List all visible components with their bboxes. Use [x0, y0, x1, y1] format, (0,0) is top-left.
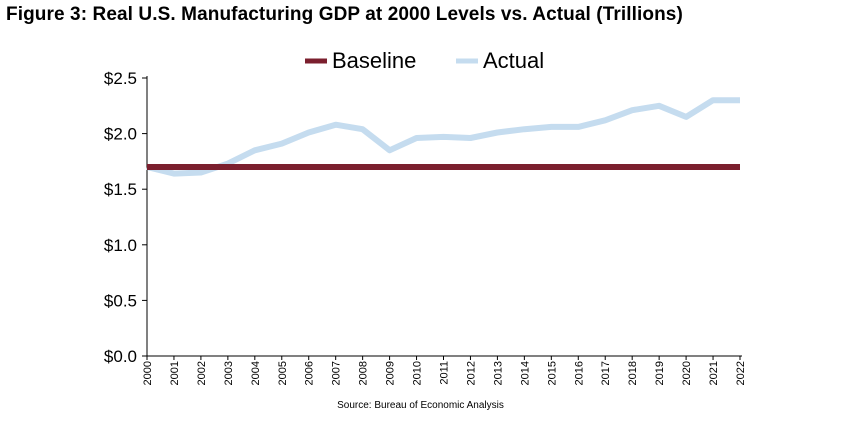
- x-tick-label: 2001: [169, 361, 181, 385]
- y-tick-label: $1.0: [104, 236, 137, 255]
- x-tick-label: 2017: [600, 361, 612, 385]
- y-tick-label: $2.0: [104, 125, 137, 144]
- y-tick-label: $1.5: [104, 180, 137, 199]
- x-tick-label: 2000: [142, 361, 154, 385]
- x-tick-label: 2021: [708, 361, 720, 385]
- x-axis: 2000 2001 2002 2003 2004 2005 2006 2007 2008 2009…: [142, 355, 747, 385]
- legend: Baseline Actual: [305, 48, 544, 73]
- x-tick-label: 2004: [250, 361, 262, 385]
- x-tick-label: 2008: [358, 361, 370, 385]
- x-tick-label: 2002: [196, 361, 208, 385]
- x-tick-label: 2018: [627, 361, 639, 385]
- x-tick-label: 2005: [277, 361, 289, 385]
- x-tick-label: 2011: [439, 361, 451, 385]
- x-tick-label: 2020: [681, 361, 693, 385]
- y-tick-label: $0.0: [104, 347, 137, 366]
- x-tick-label: 2007: [331, 361, 343, 385]
- y-axis: $0.0 $0.5 $1.0 $1.5 $2.0 $2.5: [104, 69, 148, 366]
- x-tick-label: 2015: [546, 361, 558, 385]
- x-tick-label: 2003: [223, 361, 235, 385]
- x-tick-label: 2019: [654, 361, 666, 385]
- x-tick-label: 2014: [519, 361, 531, 385]
- x-tick-label: 2016: [573, 361, 585, 385]
- x-tick-label: 2010: [412, 361, 424, 385]
- series-layer: [146, 97, 741, 177]
- x-tick-label: 2022: [735, 361, 747, 385]
- legend-label-baseline: Baseline: [332, 48, 416, 73]
- series-line-actual: [146, 97, 740, 177]
- x-tick-label: 2009: [385, 361, 397, 385]
- x-tick-label: 2013: [492, 361, 504, 385]
- y-tick-label: $2.5: [104, 69, 137, 88]
- y-tick-label: $0.5: [104, 291, 137, 310]
- x-tick-label: 2012: [465, 361, 477, 385]
- chart-title: Figure 3: Real U.S. Manufacturing GDP at…: [6, 4, 683, 25]
- legend-label-actual: Actual: [483, 48, 544, 73]
- source-note: Source: Bureau of Economic Analysis: [337, 400, 504, 411]
- x-tick-label: 2006: [304, 361, 316, 385]
